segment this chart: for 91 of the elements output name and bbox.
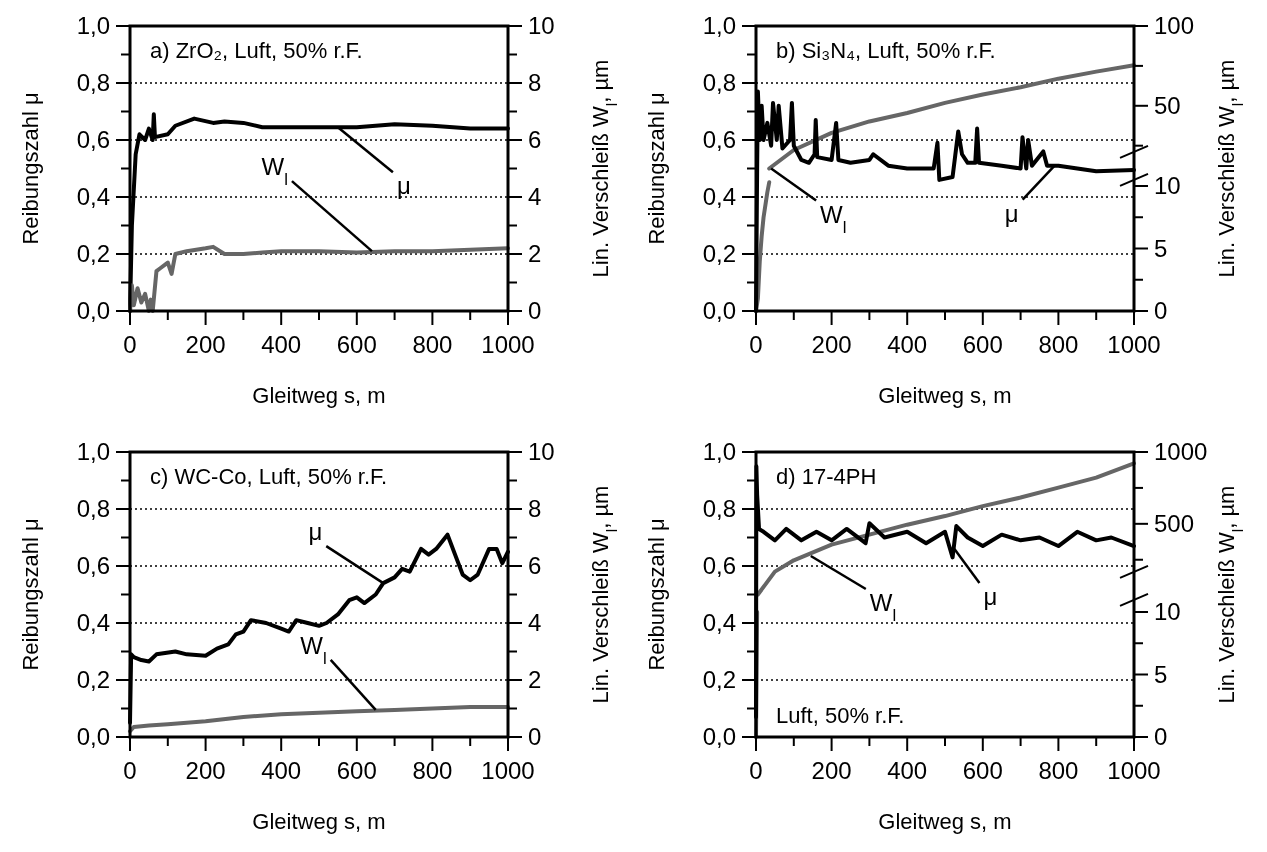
y-tick-label: 0,0 xyxy=(702,723,736,750)
y-tick-label: 0,8 xyxy=(76,495,110,522)
y-tick-label: 1,0 xyxy=(76,438,110,465)
x-tick-label: 1000 xyxy=(1107,757,1161,784)
y-axis-title: Reibungszahl μ xyxy=(644,92,669,245)
x-axis-title: Gleitweg s, m xyxy=(252,383,386,408)
y2-tick-label: 0 xyxy=(1154,723,1168,750)
y2-tick-label: 0 xyxy=(528,297,542,324)
x-tick-label: 600 xyxy=(962,331,1003,358)
y-tick-label: 0,8 xyxy=(702,69,736,96)
x-tick-label: 400 xyxy=(261,331,302,358)
y-tick-label: 0,6 xyxy=(76,552,110,579)
x-tick-label: 800 xyxy=(1038,331,1079,358)
y-tick-label: 0,0 xyxy=(702,297,736,324)
text: b) Si₃N₄, Luft, 50% r.F. xyxy=(776,38,996,63)
annotation: μ xyxy=(983,582,998,610)
y2-tick-label: 10 xyxy=(1154,172,1181,199)
x-tick-label: 0 xyxy=(123,331,137,358)
y-axis-title: Reibungszahl μ xyxy=(18,92,43,245)
y-tick-label: 1,0 xyxy=(702,12,736,39)
x-tick-label: 200 xyxy=(185,757,226,784)
x-tick-label: 400 xyxy=(887,331,928,358)
y-tick-label: 0,4 xyxy=(702,183,736,210)
y-tick-label: 0,2 xyxy=(76,240,110,267)
x-tick-label: 200 xyxy=(811,331,852,358)
y-tick-label: 0,4 xyxy=(76,609,110,636)
x-tick-label: 1000 xyxy=(481,757,535,784)
x-axis-title: Gleitweg s, m xyxy=(878,383,1012,408)
y2-tick-label: 8 xyxy=(528,69,542,96)
annotation: μ xyxy=(396,172,411,200)
y2-tick-label: 6 xyxy=(528,126,542,153)
y2-tick-label: 2 xyxy=(528,240,542,267)
y2-tick-label: 4 xyxy=(528,609,542,636)
x-tick-label: 600 xyxy=(962,757,1003,784)
y-tick-label: 0,0 xyxy=(76,723,110,750)
x-tick-label: 400 xyxy=(887,757,928,784)
y2-tick-label: 6 xyxy=(528,552,542,579)
y2-tick-label: 5 xyxy=(1154,660,1168,688)
text: d) 17-4PH xyxy=(776,464,877,489)
y-tick-label: 0,4 xyxy=(702,609,736,636)
y-tick-label: 1,0 xyxy=(702,438,736,465)
x-tick-label: 600 xyxy=(336,757,377,784)
y-tick-label: 0,6 xyxy=(702,126,736,153)
y-tick-label: 1,0 xyxy=(76,12,110,39)
y3-tick-label: 500 xyxy=(1154,509,1195,537)
annotation: μ xyxy=(1004,199,1019,227)
y-axis-title: Reibungszahl μ xyxy=(644,518,669,671)
y-tick-label: 0,6 xyxy=(76,126,110,153)
x-axis-title: Gleitweg s, m xyxy=(252,809,386,834)
y-tick-label: 0,6 xyxy=(702,552,736,579)
y2-tick-label: 8 xyxy=(528,495,542,522)
annotation: W$_{l}$ xyxy=(300,631,327,668)
y-tick-label: 0,2 xyxy=(702,240,736,267)
y-tick-label: 0,8 xyxy=(76,69,110,96)
y2-tick-label: 10 xyxy=(1154,598,1181,625)
x-tick-label: 1000 xyxy=(481,331,535,358)
y-tick-label: 0,2 xyxy=(702,666,736,693)
x-tick-label: 800 xyxy=(412,331,453,358)
y2-tick-label: 4 xyxy=(528,183,542,210)
x-tick-label: 0 xyxy=(749,331,763,358)
text: a) ZrO₂, Luft, 50% r.F. xyxy=(150,38,363,63)
text: c) WC-Co, Luft, 50% r.F. xyxy=(150,464,388,489)
x-axis-title: Gleitweg s, m xyxy=(878,809,1012,834)
x-tick-label: 600 xyxy=(336,331,377,358)
y-tick-label: 0,8 xyxy=(702,495,736,522)
y-tick-label: 0,0 xyxy=(76,297,110,324)
x-tick-label: 1000 xyxy=(1107,331,1161,358)
y2-tick-label: 10 xyxy=(528,12,555,39)
annotation: W$_{l}$ xyxy=(869,589,897,625)
y-tick-label: 0,2 xyxy=(76,666,110,693)
x-tick-label: 800 xyxy=(1038,757,1079,784)
y3-tick-label: 1000 xyxy=(1154,438,1208,465)
y-axis-title: Reibungszahl μ xyxy=(18,518,43,671)
annotation: Luft, 50% r.F. xyxy=(776,703,905,728)
annotation: μ xyxy=(308,518,323,546)
x-tick-label: 200 xyxy=(811,757,852,784)
x-tick-label: 200 xyxy=(185,331,226,358)
y2-tick-label: 2 xyxy=(528,666,542,693)
annotation: W$_{l}$ xyxy=(261,153,288,189)
y2-tick-label: 0 xyxy=(528,723,542,750)
x-tick-label: 800 xyxy=(412,757,453,784)
y2-tick-label: 5 xyxy=(1154,234,1168,262)
y3-tick-label: 50 xyxy=(1154,91,1181,119)
x-tick-label: 0 xyxy=(123,757,137,784)
y-tick-label: 0,4 xyxy=(76,183,110,210)
y2-tick-label: 10 xyxy=(528,438,555,465)
x-tick-label: 400 xyxy=(261,757,302,784)
annotation: W$_{l}$ xyxy=(820,200,847,236)
x-tick-label: 0 xyxy=(749,757,763,784)
y3-tick-label: 100 xyxy=(1154,12,1195,39)
y2-tick-label: 0 xyxy=(1154,297,1168,324)
